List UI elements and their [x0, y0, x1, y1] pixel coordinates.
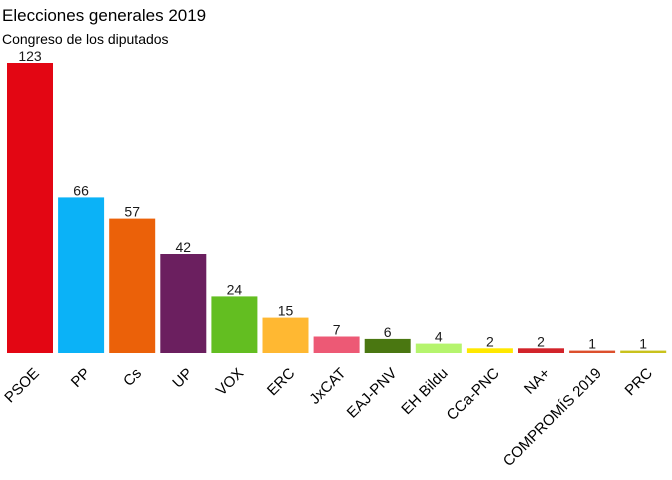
x-tick-label: JxCAT: [306, 365, 349, 408]
x-tick-label: EAJ-PNV: [344, 365, 401, 422]
bar-value-label: 6: [384, 324, 392, 340]
bar-na-: [518, 348, 564, 353]
x-tick-label: CCa-PNC: [444, 365, 503, 424]
bar-value-label: 2: [537, 333, 545, 349]
bar-comprom-s-2019: [569, 350, 616, 353]
bar-prc: [620, 350, 667, 353]
x-tick-label: COMPROMÍS 2019: [500, 365, 605, 470]
bar-value-label: 66: [73, 182, 89, 198]
bar-value-label: 123: [18, 48, 42, 64]
bar-value-label: 24: [227, 281, 243, 297]
bar-cs: [109, 218, 156, 353]
bar-jxcat: [313, 336, 360, 353]
bar-eh-bildu: [415, 343, 462, 353]
chart-title: Elecciones generales 2019: [2, 6, 207, 25]
bar-vox: [211, 296, 258, 353]
x-tick-label: PP: [68, 365, 94, 391]
bar-cca-pnc: [466, 348, 513, 353]
x-tick-label: ERC: [264, 365, 299, 400]
bar-value-label: 2: [486, 333, 494, 349]
bar-value-label: 7: [333, 322, 341, 338]
bar-psoe: [7, 63, 53, 353]
x-tick-label: Cs: [120, 365, 145, 390]
x-tick-label: UP: [169, 365, 196, 392]
bar-erc: [262, 317, 309, 353]
bar-value-label: 4: [435, 329, 443, 345]
x-tick-label: VOX: [213, 365, 247, 399]
bar-value-label: 57: [124, 204, 140, 220]
x-tick-label: PSOE: [1, 365, 42, 406]
bar-eaj-pnv: [364, 338, 411, 353]
bar-value-label: 1: [588, 336, 596, 352]
bar-value-label: 15: [278, 303, 294, 319]
x-tick-label: EH Bildu: [398, 365, 451, 418]
bar-up: [160, 254, 207, 353]
chart-subtitle: Congreso de los diputados: [2, 31, 169, 47]
bar-value-label: 1: [639, 336, 647, 352]
bar-pp: [58, 197, 105, 353]
x-tick-label: PRC: [622, 365, 657, 400]
x-tick-label: NA+: [521, 365, 554, 398]
bar-value-label: 42: [176, 239, 192, 255]
